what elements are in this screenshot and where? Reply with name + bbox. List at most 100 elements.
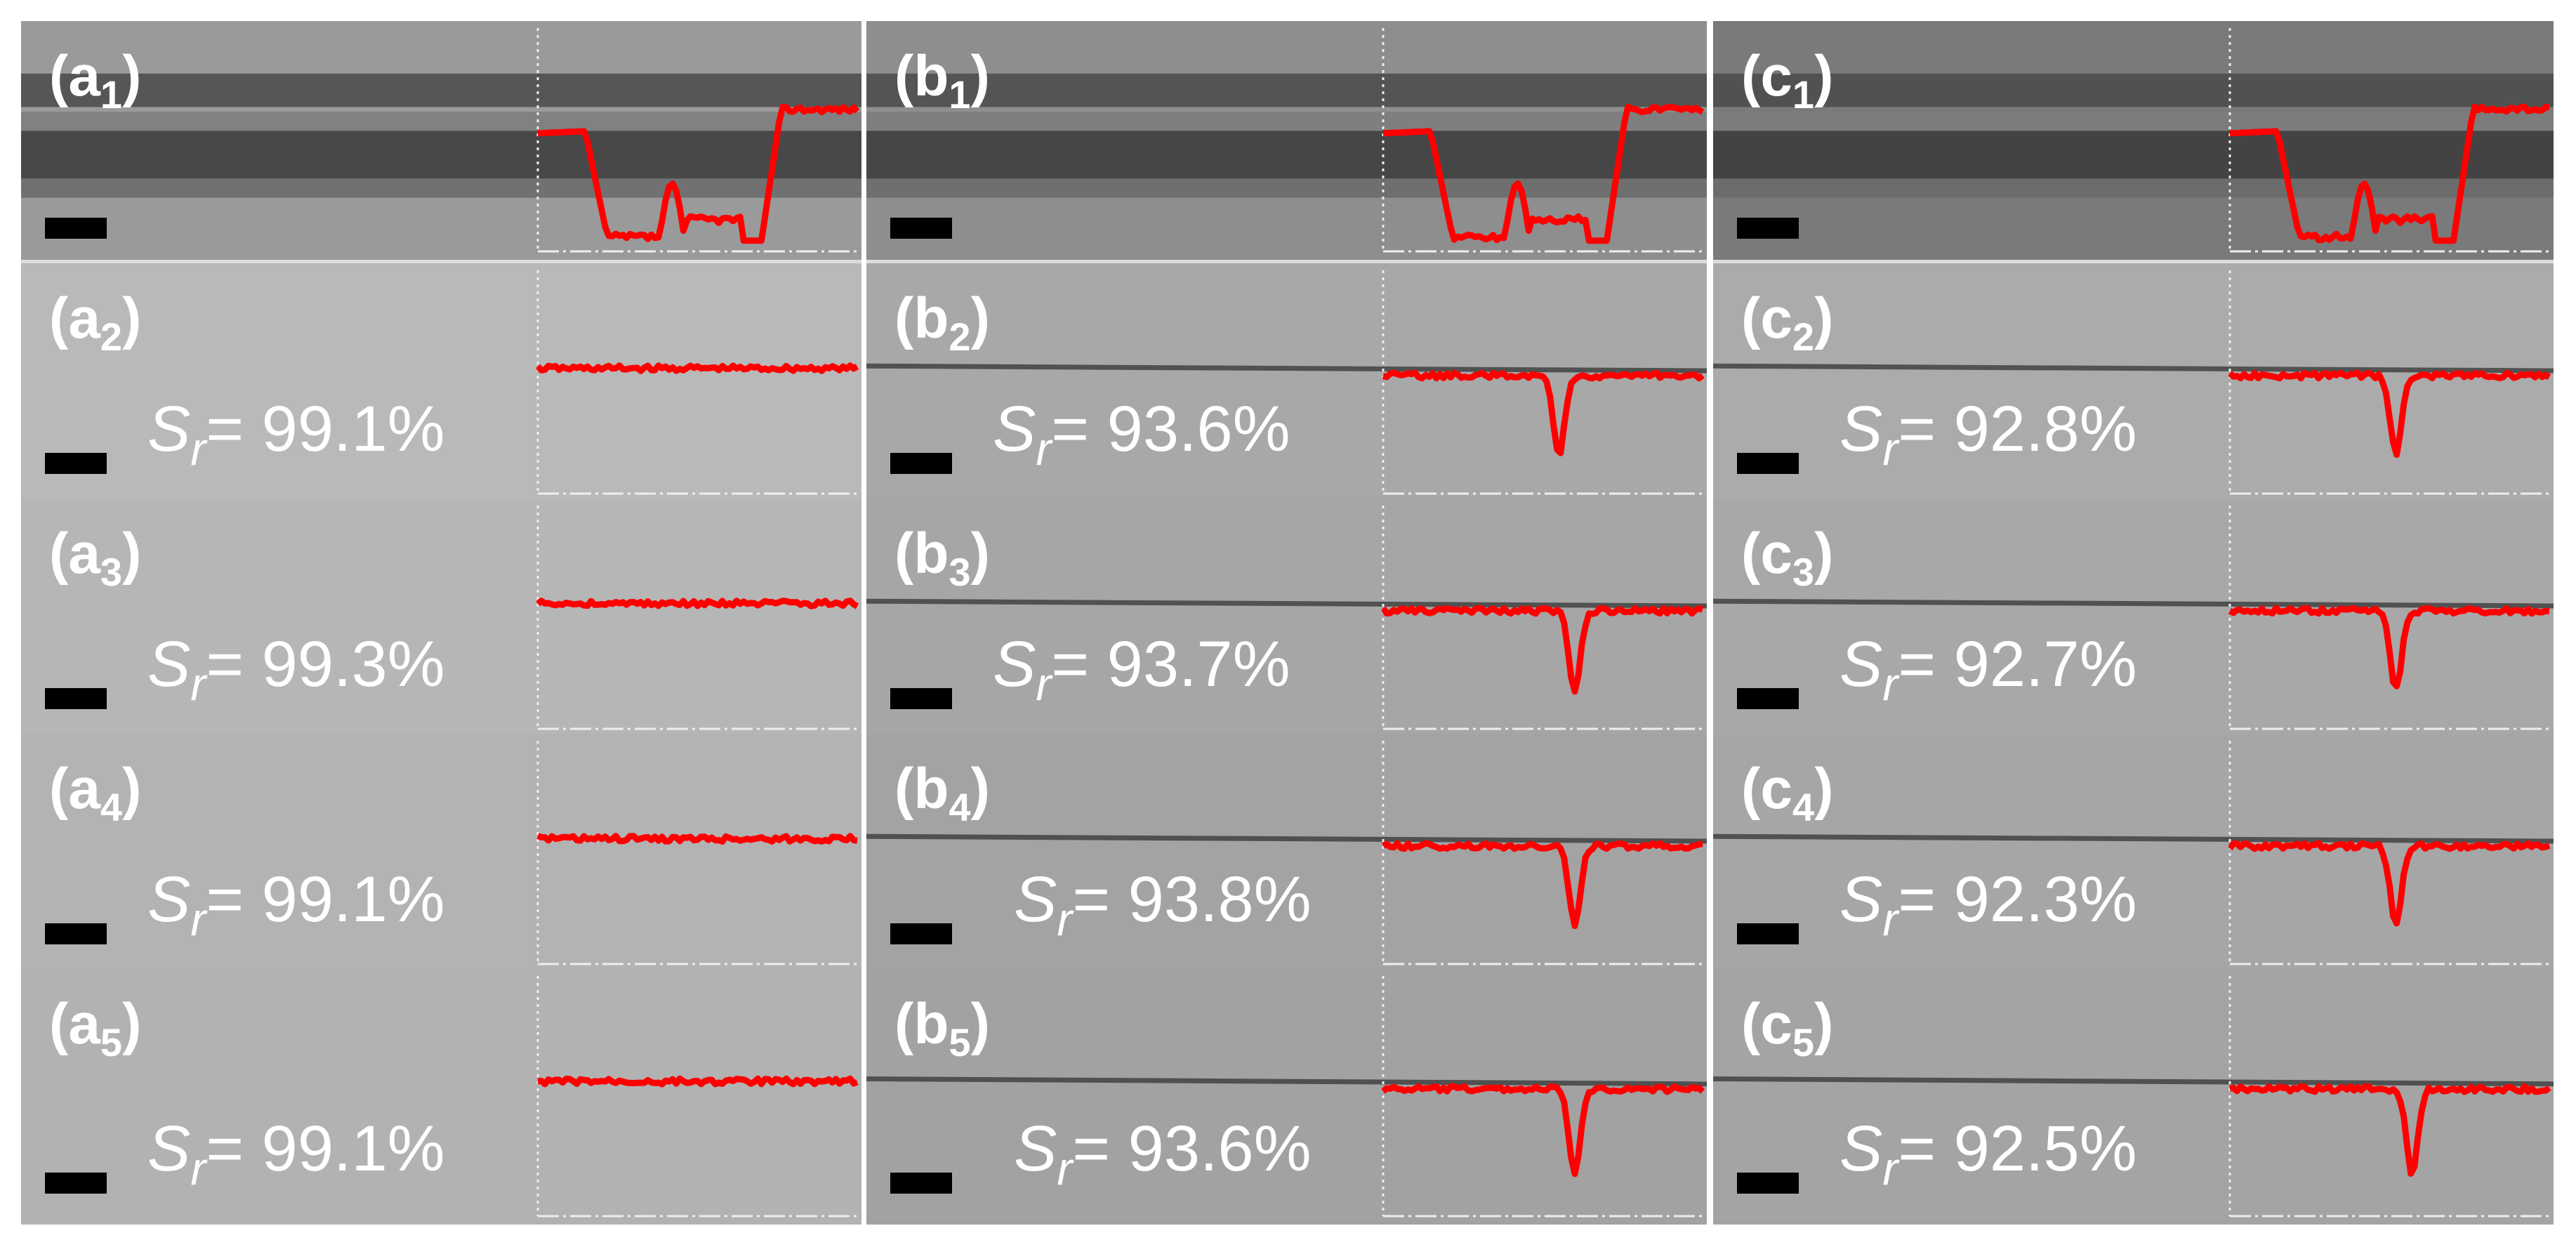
micrograph-image [21, 969, 861, 1225]
survival-rate-label: Sr= 93.7% [993, 628, 1290, 710]
intensity-profile-line [1382, 840, 1703, 930]
intensity-profile-plot [536, 741, 858, 965]
survival-rate-value: = 92.3% [1898, 864, 2137, 935]
panel-c5: (c5) Sr= 92.5% [1713, 969, 2554, 1225]
column-b: (b1) (b2) Sr= 93.6% (b3) Sr= 93.7% (b4) Sr= 93… [866, 21, 1707, 1225]
intensity-profile-plot [2228, 506, 2550, 730]
survival-rate-value: = 93.7% [1051, 628, 1290, 700]
scale-bar [1737, 688, 1799, 709]
survival-rate-value: = 99.1% [206, 864, 445, 935]
panel-label: (b4) [894, 757, 990, 829]
panel-label: (b5) [894, 992, 990, 1064]
micrograph-image [866, 21, 1707, 260]
panel-label: (c5) [1741, 992, 1834, 1064]
panel-label: (c1) [1741, 44, 1834, 117]
survival-rate-value: = 92.7% [1898, 628, 2137, 700]
panel-c1: (c1) [1713, 21, 2554, 260]
intensity-profile-plot [1382, 28, 1705, 253]
scale-bar [1737, 453, 1799, 474]
intensity-profile-plot [2228, 976, 2551, 1218]
intensity-profile-plot [536, 28, 860, 253]
column-c: (c1) (c2) Sr= 92.8% (c3) Sr= 92.7% (c4) Sr= 92… [1713, 21, 2554, 1225]
micrograph-image [866, 734, 1707, 972]
intensity-profile-line [2228, 369, 2551, 458]
intensity-profile-line [2228, 605, 2550, 690]
intensity-profile-line [537, 1075, 859, 1088]
scale-bar [45, 688, 107, 709]
panel-label: (b2) [894, 286, 990, 359]
scale-bar [890, 923, 952, 944]
micrograph-image [866, 263, 1707, 502]
panel-label: (a3) [49, 522, 142, 594]
panel-label: (c4) [1741, 757, 1834, 829]
panel-divider [866, 260, 1707, 263]
survival-rate-label: Sr= 92.7% [1839, 628, 2137, 710]
scale-bar [890, 688, 952, 709]
intensity-profile-plot [1382, 270, 1705, 495]
panel-a3: (a3) Sr= 99.3% [21, 499, 861, 737]
panel-divider [21, 260, 861, 263]
intensity-profile-line [537, 103, 860, 244]
panel-a5: (a5) Sr= 99.1% [21, 969, 861, 1225]
panel-c4: (c4) Sr= 92.3% [1713, 734, 2554, 972]
survival-rate-value: = 93.6% [1072, 1113, 1312, 1185]
intensity-profile-plot [2228, 28, 2550, 253]
survival-rate-label: Sr= 99.1% [147, 393, 445, 475]
column-a: (a1) (a2) Sr= 99.1% (a3) Sr= 99.3% (a4) Sr= 99… [21, 21, 861, 1225]
scale-bar [890, 218, 952, 239]
micrograph-image [21, 263, 861, 502]
intensity-profile-line [1382, 605, 1704, 695]
panel-label: (b3) [894, 522, 990, 594]
intensity-profile-plot [1382, 506, 1704, 730]
panel-label: (a1) [49, 44, 142, 117]
intensity-profile-line [2228, 840, 2551, 927]
survival-rate-value: = 99.1% [206, 1113, 445, 1185]
panel-a4: (a4) Sr= 99.1% [21, 734, 861, 972]
intensity-profile-line [1382, 369, 1705, 456]
scale-bar [45, 1173, 107, 1194]
survival-rate-value: = 93.8% [1072, 864, 1312, 935]
panel-b4: (b4) Sr= 93.8% [866, 734, 1707, 972]
survival-rate-label: Sr= 92.3% [1839, 864, 2137, 945]
micrograph-image [866, 499, 1707, 737]
panel-b1: (b1) [866, 21, 1707, 260]
panel-b3: (b3) Sr= 93.7% [866, 499, 1707, 737]
scale-bar [890, 453, 952, 474]
panel-label: (a4) [49, 757, 142, 829]
micrograph-image [21, 499, 861, 737]
panel-label: (b1) [894, 44, 990, 117]
survival-rate-label: Sr= 99.3% [147, 628, 445, 710]
micrograph-image [1713, 969, 2554, 1225]
intensity-profile-line [536, 362, 859, 374]
scale-bar [1737, 218, 1799, 239]
scale-bar [45, 218, 107, 239]
micrograph-image [1713, 263, 2554, 502]
panel-a1: (a1) [21, 21, 861, 260]
scale-bar [1737, 923, 1799, 944]
intensity-profile-plot [536, 506, 859, 730]
survival-rate-label: Sr= 93.6% [993, 393, 1290, 475]
scale-bar [45, 453, 107, 474]
intensity-profile-plot [536, 976, 859, 1218]
panel-b5: (b5) Sr= 93.6% [866, 969, 1707, 1225]
panel-c3: (c3) Sr= 92.7% [1713, 499, 2554, 737]
scale-bar [45, 923, 107, 944]
intensity-profile-plot [1382, 741, 1703, 965]
panel-b2: (b2) Sr= 93.6% [866, 263, 1707, 502]
panel-label: (a5) [49, 992, 142, 1064]
intensity-profile-line [1382, 103, 1705, 244]
survival-rate-label: Sr= 99.1% [147, 1113, 445, 1194]
panel-label: (c2) [1741, 286, 1834, 359]
panel-c2: (c2) Sr= 92.8% [1713, 263, 2554, 502]
survival-rate-label: Sr= 92.8% [1839, 393, 2137, 475]
survival-rate-value: = 92.5% [1898, 1113, 2137, 1185]
survival-rate-value: = 92.8% [1898, 393, 2137, 465]
intensity-profile-line [1382, 1083, 1705, 1177]
survival-rate-value: = 99.3% [206, 628, 445, 700]
survival-rate-label: Sr= 92.5% [1839, 1113, 2137, 1194]
panel-divider [1713, 260, 2554, 263]
scale-bar [890, 1173, 952, 1194]
micrograph-image [1713, 21, 2554, 260]
micrograph-image [1713, 734, 2554, 972]
